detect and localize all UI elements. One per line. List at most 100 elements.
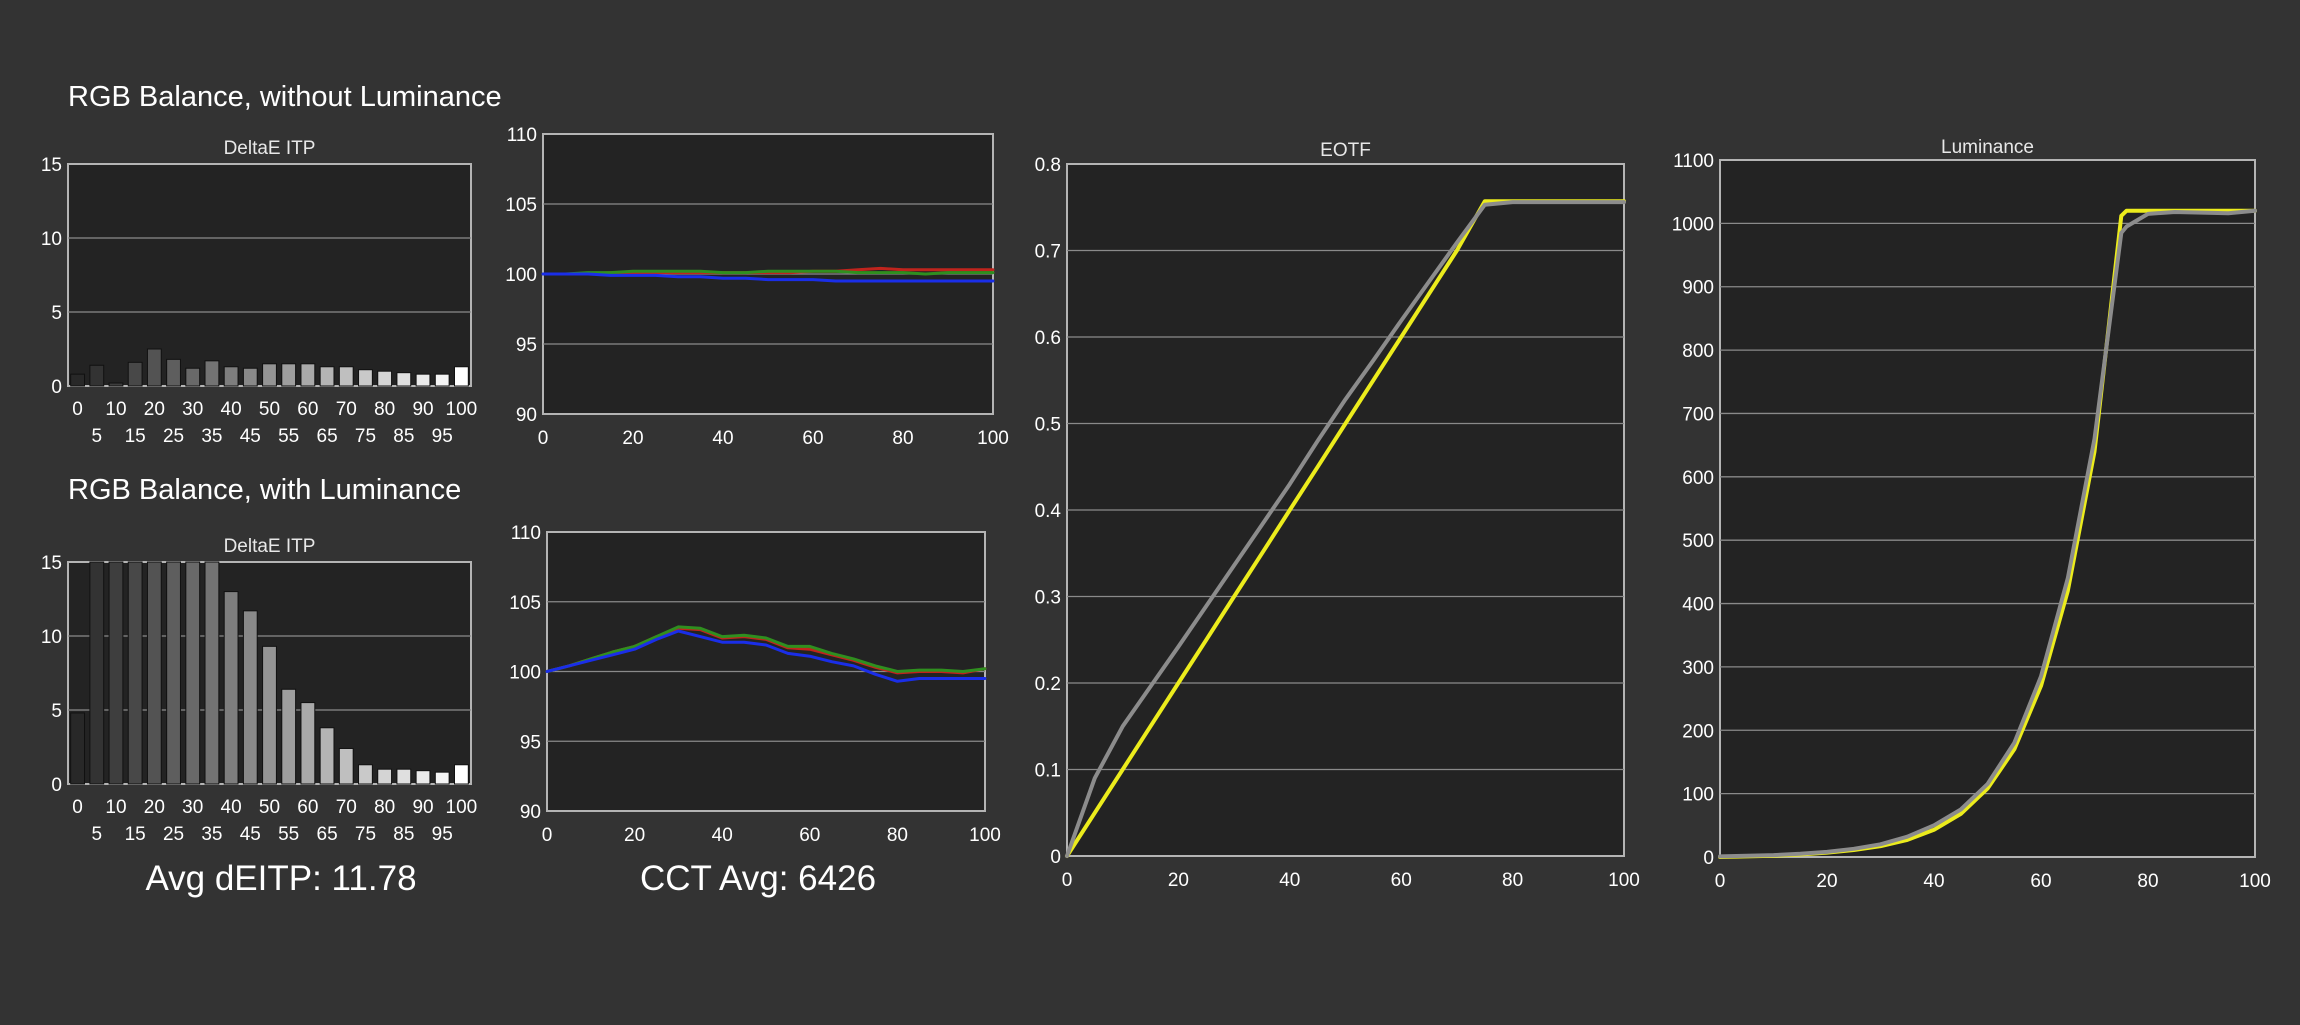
bar [262, 363, 277, 387]
bar [262, 645, 277, 785]
bar [377, 370, 393, 387]
bar [396, 372, 412, 387]
x-tick-label: 20 [622, 428, 643, 449]
rgb-balance-without-chart: 90 95 100 105 110 0 20 40 60 80 100 [505, 125, 1009, 449]
series-line-green [545, 625, 987, 673]
x-tick-label: 15 [125, 426, 146, 447]
y-tick-label: 800 [1682, 341, 1714, 362]
y-tick-label: 900 [1682, 278, 1714, 299]
x-tick-label: 35 [201, 824, 222, 845]
y-tick-label: 0 [1050, 847, 1061, 868]
x-tick-label: 30 [182, 399, 203, 420]
x-tick-label: 40 [1923, 871, 1944, 892]
bar [396, 768, 412, 785]
y-tick-label: 0.4 [1035, 501, 1062, 522]
x-tick-label: 0 [1715, 871, 1726, 892]
series-line-blue [541, 272, 995, 283]
x-tick-label: 25 [163, 824, 184, 845]
x-tick-label: 70 [336, 797, 357, 818]
y-tick-label: 105 [505, 195, 537, 216]
x-tick-label: 100 [446, 399, 478, 420]
y-tick-label: 500 [1682, 531, 1714, 552]
x-tick-label: 15 [125, 824, 146, 845]
x-tick-label: 40 [221, 399, 242, 420]
x-tick-label: 20 [144, 399, 165, 420]
y-tick-label: 0.8 [1035, 155, 1061, 176]
bar [70, 373, 86, 387]
chart-title: Luminance [1941, 137, 2034, 158]
x-tick-label: 90 [412, 399, 433, 420]
x-tick-label: 80 [2137, 871, 2158, 892]
x-tick-label: 85 [393, 824, 414, 845]
y-tick-label: 95 [516, 335, 537, 356]
x-tick-label: 10 [105, 797, 126, 818]
x-tick-label: 70 [336, 399, 357, 420]
y-tick-label: 400 [1682, 595, 1714, 616]
y-tick-label: 0.3 [1035, 588, 1061, 609]
y-tick-label: 300 [1682, 658, 1714, 679]
heading-with-luminance: RGB Balance, with Luminance [68, 474, 461, 506]
bar [453, 366, 469, 387]
bar [146, 348, 162, 387]
bar [300, 702, 316, 785]
bar [185, 367, 201, 387]
x-tick-label: 100 [1608, 870, 1640, 891]
bar [338, 366, 354, 387]
bar [166, 358, 181, 387]
x-tick-label: 50 [259, 797, 280, 818]
bar [319, 727, 335, 785]
x-tick-label: 95 [432, 426, 453, 447]
y-tick-label: 5 [51, 701, 62, 722]
x-tick-label: 100 [446, 797, 478, 818]
y-tick-label: 90 [520, 802, 541, 823]
bar [281, 688, 297, 785]
x-tick-label: 0 [538, 428, 549, 449]
bar [89, 561, 105, 785]
cct-avg-label: CCT Avg: 6426 [640, 859, 876, 898]
bar [127, 561, 143, 785]
x-tick-label: 100 [969, 825, 1001, 846]
bar [70, 712, 86, 785]
y-tick-label: 90 [516, 405, 537, 426]
x-tick-label: 55 [278, 426, 299, 447]
x-tick-label: 40 [1279, 870, 1300, 891]
bar [319, 366, 335, 387]
bar [242, 610, 258, 785]
x-tick-label: 80 [1502, 870, 1523, 891]
series-line-measured [1065, 200, 1626, 858]
y-tick-label: 0.6 [1035, 328, 1061, 349]
bar [415, 770, 431, 785]
y-tick-label: 110 [511, 523, 541, 544]
y-tick-label: 0 [51, 775, 62, 796]
x-tick-label: 20 [144, 797, 165, 818]
x-tick-label: 25 [163, 426, 184, 447]
series-line-measured [1718, 208, 2257, 859]
luminance-chart: Luminance0100200300400500600700800900100… [1672, 137, 2271, 892]
bar [166, 561, 181, 785]
y-tick-label: 105 [509, 593, 541, 614]
x-tick-label: 5 [91, 824, 102, 845]
x-tick-label: 55 [278, 824, 299, 845]
bar [185, 561, 201, 785]
x-tick-label: 60 [297, 399, 318, 420]
bar [108, 382, 124, 387]
x-tick-label: 30 [182, 797, 203, 818]
deitp-with-chart: DeltaE ITP051015051015202530354045505560… [41, 536, 477, 845]
x-tick-label: 40 [712, 825, 733, 846]
x-tick-label: 80 [374, 797, 395, 818]
x-tick-label: 10 [105, 399, 126, 420]
y-tick-label: 110 [507, 125, 537, 146]
series-line-blue [545, 629, 987, 683]
y-tick-label: 0 [51, 377, 62, 398]
y-tick-label: 100 [1682, 785, 1714, 806]
x-tick-label: 100 [977, 428, 1009, 449]
bar [204, 561, 220, 785]
y-tick-label: 0.2 [1035, 674, 1061, 695]
x-tick-label: 60 [297, 797, 318, 818]
y-tick-label: 0.1 [1035, 761, 1061, 782]
bar [377, 768, 393, 785]
x-tick-label: 90 [412, 797, 433, 818]
y-tick-label: 700 [1682, 404, 1714, 425]
x-tick-label: 0 [1062, 870, 1073, 891]
